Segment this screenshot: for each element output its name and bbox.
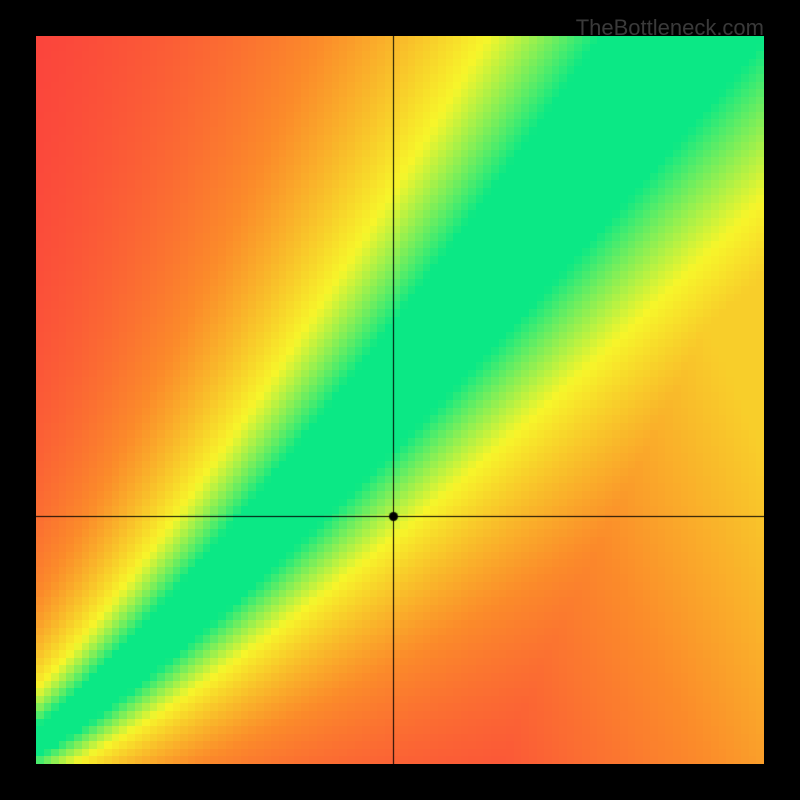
crosshair-overlay <box>36 36 764 764</box>
watermark-text: TheBottleneck.com <box>576 15 764 41</box>
chart-container: TheBottleneck.com <box>0 0 800 800</box>
